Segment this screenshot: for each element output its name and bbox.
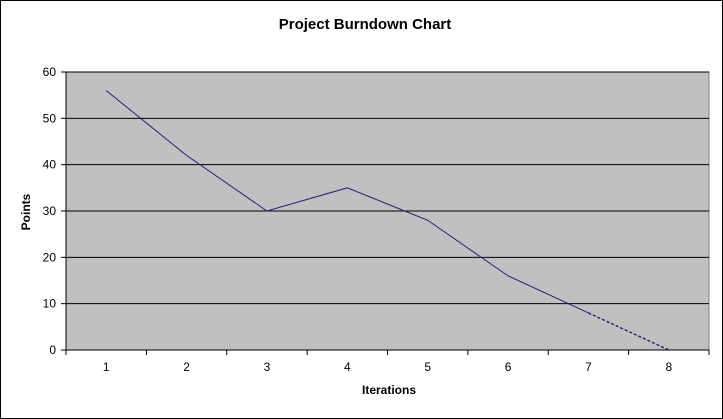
x-tick-label: 4 xyxy=(344,360,351,374)
grid-lines xyxy=(66,71,709,305)
series-layer xyxy=(105,90,670,351)
x-tick-label: 5 xyxy=(424,360,431,374)
y-axis-label: Points xyxy=(19,193,33,230)
x-tick-label: 8 xyxy=(665,360,672,374)
y-tick-label: 30 xyxy=(43,204,57,218)
y-tick-label: 60 xyxy=(43,65,57,79)
y-tick-label: 50 xyxy=(43,111,57,125)
x-tick-label: 1 xyxy=(103,360,110,374)
x-tick-label: 3 xyxy=(264,360,271,374)
x-axis-label: Iterations xyxy=(362,383,416,397)
x-axis-ticks: 1 2 3 4 5 6 7 8 xyxy=(65,350,710,374)
chart-title: Project Burndown Chart xyxy=(279,16,452,33)
y-tick-label: 10 xyxy=(43,297,57,311)
y-tick-label: 0 xyxy=(49,343,56,357)
y-tick-label: 40 xyxy=(43,158,57,172)
x-tick-label: 2 xyxy=(183,360,190,374)
y-axis-ticks: 0 10 20 30 40 50 60 xyxy=(43,65,66,357)
x-tick-label: 7 xyxy=(585,360,592,374)
x-tick-label: 6 xyxy=(505,360,512,374)
y-tick-label: 20 xyxy=(43,250,57,264)
